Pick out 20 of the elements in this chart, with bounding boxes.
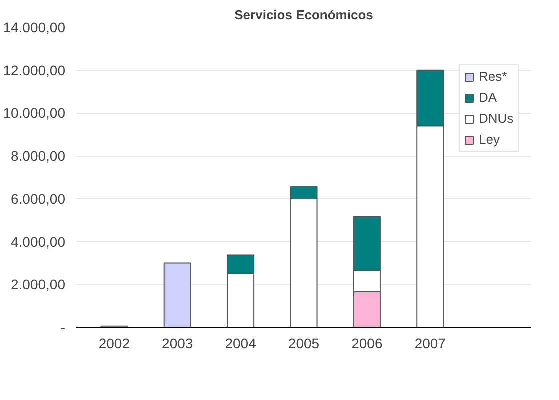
y-tick-label: - [60, 320, 66, 336]
chart-title: Servicios Económicos [234, 8, 374, 22]
y-tick-label: 6.000,00 [11, 190, 66, 207]
y-tick-label: 10.000,00 [3, 105, 66, 122]
x-tick-label: 2004 [225, 336, 257, 352]
x-tick-label: 2007 [414, 336, 446, 352]
y-tick-label: 2.000,00 [11, 276, 66, 293]
x-tick-label: 2002 [98, 336, 130, 352]
legend-label: Res* [479, 69, 508, 84]
y-tick-label: 14.000,00 [3, 20, 66, 36]
x-tick-label: 2003 [162, 336, 194, 352]
x-tick-label: 2005 [288, 336, 320, 352]
legend-label: Ley [479, 132, 500, 147]
legend-label: DA [479, 90, 498, 105]
x-tick-label: 2006 [352, 336, 383, 352]
y-tick-label: 8.000,00 [11, 148, 66, 164]
y-tick-label: 4.000,00 [11, 234, 66, 250]
y-tick-label: 12.000,00 [3, 62, 66, 78]
legend-label: DNUs [479, 111, 514, 126]
bar [164, 262, 192, 328]
